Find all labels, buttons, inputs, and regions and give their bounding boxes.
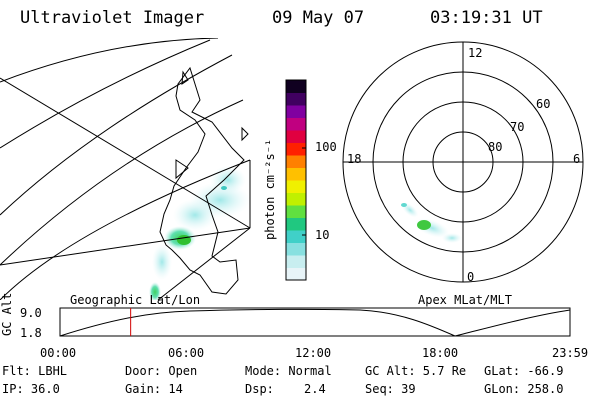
colorbar-tick-100: 100 (315, 140, 337, 154)
colorbar-segment (286, 92, 306, 106)
colorbar-segment (286, 180, 306, 193)
colorbar-unit-label: photon cm⁻²s⁻¹ (263, 138, 277, 240)
geo-aurora (149, 166, 250, 300)
xtick-1800: 18:00 (422, 346, 459, 360)
info-glat: GLat: -66.9 (484, 364, 564, 378)
colorbar-segment (286, 242, 306, 256)
info-flt: Flt: LBHL (2, 364, 68, 378)
time-label: 03:19:31 UT (430, 8, 543, 28)
info-gain: Gain: 14 (125, 382, 183, 396)
info-glon: GLon: 258.0 (484, 382, 564, 396)
info-dsp-label: Dsp: (245, 382, 274, 396)
date-label: 09 May 07 (272, 8, 365, 28)
colorbar-tick-10: 10 (315, 228, 330, 242)
geographic-map (0, 38, 251, 300)
xtick-2359: 23:59 (552, 346, 589, 360)
lat-label-60: 60 (536, 97, 551, 111)
colorbar-segment (286, 80, 306, 93)
geo-panel-label: Geographic Lat/Lon (70, 293, 201, 307)
mlt-label-18: 18 (347, 152, 362, 166)
polar-plot (342, 41, 584, 283)
altitude-ytick-min: 1.8 (20, 326, 42, 340)
lat-label-80: 80 (488, 140, 503, 154)
info-ip: IP: 36.0 (2, 382, 60, 396)
lat-label-70: 70 (510, 120, 525, 134)
colorbar-segment (286, 255, 306, 268)
colorbar-segment (286, 142, 306, 156)
info-dsp-value: 2.4 (304, 382, 326, 396)
colorbar-segment (286, 230, 306, 243)
info-door: Door: Open (125, 364, 198, 378)
info-gcalt: GC Alt: 5.7 Re (365, 364, 467, 378)
mlt-label-0: 0 (467, 270, 475, 284)
colorbar (285, 79, 307, 281)
colorbar-segment (286, 192, 306, 206)
info-seq: Seq: 39 (365, 382, 416, 396)
colorbar-segment (286, 167, 306, 181)
colorbar-frame (285, 79, 307, 281)
altitude-ytick-max: 9.0 (20, 306, 42, 320)
altitude-curve (59, 308, 571, 337)
colorbar-segment (286, 105, 306, 118)
colorbar-segment (286, 267, 306, 281)
mlt-label-12: 12 (468, 46, 483, 60)
xtick-0000: 00:00 (40, 346, 77, 360)
polar-panel-label: Apex MLat/MLT (418, 293, 512, 307)
altitude-ylabel: GC Alt (0, 292, 14, 336)
altitude-plot (59, 307, 571, 337)
polar-aurora (401, 202, 462, 243)
xtick-1200: 12:00 (295, 346, 332, 360)
xtick-0600: 06:00 (168, 346, 205, 360)
colorbar-segment (286, 205, 306, 218)
colorbar-segment (286, 155, 306, 168)
mlt-label-6: 6 (573, 152, 581, 166)
colorbar-segment (286, 130, 306, 143)
colorbar-segment (286, 117, 306, 131)
colorbar-segment (286, 217, 306, 231)
info-mode: Mode: Normal (245, 364, 332, 378)
app-title: Ultraviolet Imager (20, 8, 205, 28)
